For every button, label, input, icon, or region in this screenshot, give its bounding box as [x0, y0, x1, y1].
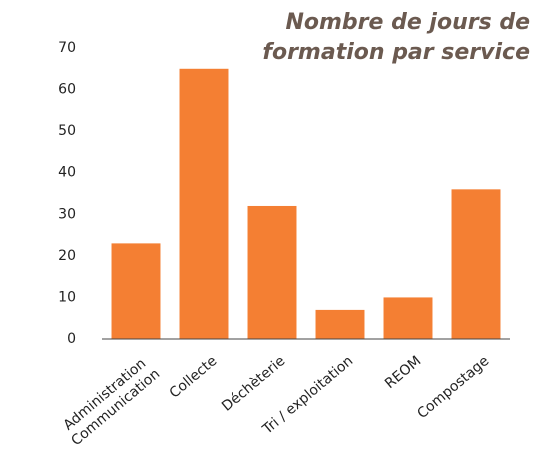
y-tick-label: 50 — [58, 123, 76, 139]
bar — [247, 205, 297, 339]
y-tick-label: 30 — [58, 206, 76, 222]
y-tick-label: 0 — [67, 331, 76, 347]
y-tick-label: 60 — [58, 82, 76, 98]
chart-title: Nombre de jours de formation par service — [262, 10, 530, 65]
bar — [383, 297, 433, 339]
bar — [111, 243, 161, 339]
y-tick-label: 20 — [58, 248, 76, 264]
bar — [451, 189, 501, 339]
y-tick-label: 70 — [58, 40, 76, 56]
bar — [315, 309, 365, 339]
bar — [179, 68, 229, 340]
y-tick-label: 40 — [58, 165, 76, 181]
y-tick-label: 10 — [58, 289, 76, 305]
